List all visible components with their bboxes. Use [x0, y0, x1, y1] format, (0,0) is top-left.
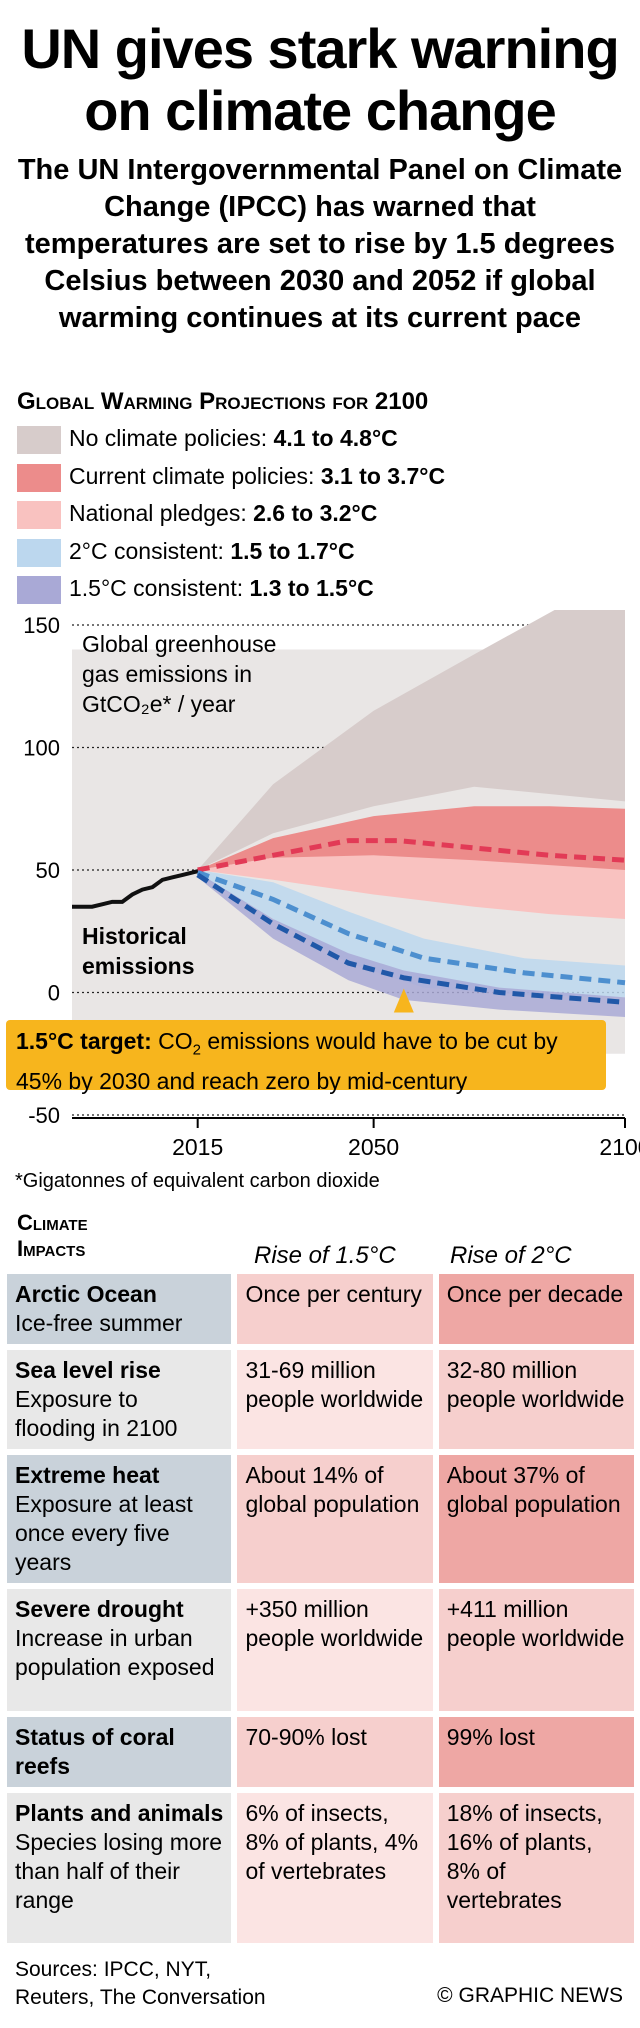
y-tick-label: 0	[48, 981, 60, 1006]
callout-bold: 1.5°C target:	[16, 1028, 152, 1054]
col-header-2: Rise of 2°C	[450, 1242, 572, 1269]
y-annotation-line: gas emissions in	[82, 661, 252, 687]
impact-name: Extreme heat	[15, 1462, 160, 1488]
impact-desc: Exposure at least once every five years	[15, 1491, 193, 1575]
table-row: Extreme heat Exposure at least once every…	[7, 1455, 634, 1589]
impacts-title-line-2: Impacts	[17, 1236, 86, 1261]
impact-name: Status of coral reefs	[15, 1724, 175, 1779]
y-annotation-line: Global greenhouse	[82, 631, 276, 657]
page-title: UN gives stark warning on climate change	[21, 17, 619, 142]
impact-label-cell: Extreme heat Exposure at least once every…	[7, 1455, 232, 1589]
impact-1-5-cell: 70-90% lost	[237, 1717, 433, 1793]
impact-2-cell: 32-80 million people worldwide	[438, 1350, 634, 1455]
historical-label-line: Historical	[82, 923, 187, 949]
impact-label-cell: Arctic Ocean Ice-free summer	[7, 1274, 232, 1350]
projections-title: Global Warming Projections for 2100	[17, 388, 429, 415]
y-tick-label: 100	[23, 736, 60, 761]
legend-swatch	[17, 501, 61, 529]
impact-2-cell: Once per decade	[438, 1274, 634, 1350]
legend-range: 1.3 to 1.5°C	[249, 575, 374, 601]
impact-label-cell: Severe drought Increase in urban populati…	[7, 1589, 232, 1717]
legend-swatch	[17, 538, 61, 567]
legend-swatch	[17, 576, 61, 604]
legend-label: No climate policies:	[69, 425, 268, 451]
legend-range: 1.5 to 1.7°C	[230, 537, 355, 564]
table-row: Status of coral reefs 70-90% lost 99% lo…	[7, 1717, 634, 1793]
table-row: Plants and animals Species losing more th…	[7, 1793, 634, 1949]
impact-desc: Increase in urban population exposed	[15, 1625, 215, 1680]
impact-name: Severe drought	[15, 1596, 184, 1622]
table-row: Arctic Ocean Ice-free summer Once per cen…	[7, 1274, 634, 1350]
impact-desc: Species losing more than half of their r…	[15, 1829, 223, 1913]
impact-label-cell: Sea level rise Exposure to flooding in 21…	[7, 1350, 232, 1455]
historical-label-line: emissions	[82, 953, 195, 979]
impact-2-cell: About 37% of global population	[438, 1455, 634, 1589]
x-tick-label: 2015	[172, 1134, 223, 1160]
emissions-chart: 150 100 50 0 -50 2015 2050 2100 Global greenhous…	[23, 610, 640, 1160]
credit: © GRAPHIC NEWS	[437, 1984, 623, 2007]
impact-name: Plants and animals	[15, 1800, 224, 1826]
legend-label: 2°C consistent:	[69, 537, 224, 564]
legend-range: 3.1 to 3.7°C	[320, 462, 446, 489]
band-no-climate-policies	[197, 610, 625, 870]
legend-swatch	[17, 426, 61, 454]
callout-text-2: emissions would have to be cut by 45% by…	[16, 1028, 558, 1094]
sources: Sources: IPCC, NYT, Reuters, The Convers…	[15, 1956, 266, 2012]
legend-swatch	[17, 463, 61, 492]
x-tick-label: 2100	[599, 1134, 640, 1160]
sources-line-1: Sources: IPCC, NYT,	[15, 1958, 212, 1981]
impact-label-cell: Plants and animals Species losing more th…	[7, 1793, 232, 1949]
impact-1-5-cell: 6% of insects, 8% of plants, 4% of verte…	[237, 1793, 433, 1949]
callout-text-1: CO	[151, 1028, 193, 1054]
callout-text: 1.5°C target: CO2 emissions would have t…	[16, 1026, 606, 1096]
table-row: Severe drought Increase in urban populati…	[7, 1589, 634, 1717]
callout-subscript: 2	[192, 1041, 201, 1059]
legend-label: National pledges:	[69, 500, 247, 526]
impacts-table: Arctic Ocean Ice-free summer Once per cen…	[1, 1274, 640, 1949]
median-line-2-c-consistent	[196, 870, 626, 986]
impacts-title-line-1: Climate	[17, 1210, 88, 1235]
impact-name: Arctic Ocean	[15, 1281, 157, 1307]
legend-label: Current climate policies:	[69, 462, 315, 489]
sources-line-2: Reuters, The Conversation	[15, 1986, 266, 2009]
impact-2-cell: 18% of insects, 16% of plants, 8% of ver…	[438, 1793, 634, 1949]
impact-desc: Exposure to flooding in 2100	[15, 1386, 178, 1441]
target-callout: 1.5°C target: CO2 emissions would have t…	[6, 1020, 606, 1094]
legend-label: 1.5°C consistent:	[69, 575, 244, 601]
impact-1-5-cell: About 14% of global population	[237, 1455, 433, 1589]
impacts-title: Climate Impacts	[17, 1210, 88, 1262]
impact-1-5-cell: Once per century	[237, 1274, 433, 1350]
legend-range: 2.6 to 3.2°C	[253, 500, 378, 526]
callout-pointer	[393, 988, 414, 1013]
impact-desc: Ice-free summer	[15, 1310, 183, 1336]
impact-name: Sea level rise	[15, 1357, 161, 1383]
page-subtitle: The UN Intergovernmental Panel on Climat…	[17, 154, 623, 334]
y-tick-label: -50	[28, 1103, 60, 1128]
footnote: *Gigatonnes of equivalent carbon dioxide	[15, 1170, 380, 1192]
y-tick-label: 50	[36, 858, 60, 883]
median-line-1-5-c-consistent	[196, 872, 626, 1005]
median-line-current-climate-policies	[197, 838, 626, 873]
y-annotation-line: GtCO₂e* / year	[82, 691, 236, 717]
impact-2-cell: +411 million people worldwide	[438, 1589, 634, 1717]
band-2-c-consistent	[197, 870, 625, 998]
table-row: Sea level rise Exposure to flooding in 21…	[7, 1350, 634, 1455]
historical-line	[72, 868, 204, 909]
x-tick-label: 2050	[348, 1134, 399, 1160]
impact-label-cell: Status of coral reefs	[7, 1717, 232, 1793]
impact-1-5-cell: +350 million people worldwide	[237, 1589, 433, 1717]
col-header-1-5: Rise of 1.5°C	[254, 1242, 396, 1269]
y-tick-label: 150	[23, 613, 60, 638]
impact-1-5-cell: 31-69 million people worldwide	[237, 1350, 433, 1455]
band-national-pledges	[197, 855, 625, 919]
band-1-5-c-consistent	[197, 872, 625, 1017]
legend-range: 4.1 to 4.8°C	[273, 425, 398, 451]
impact-2-cell: 99% lost	[438, 1717, 634, 1793]
